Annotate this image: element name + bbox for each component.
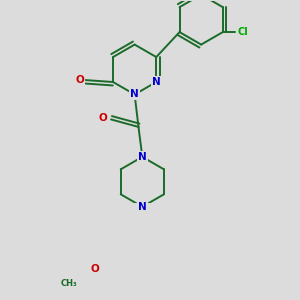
Text: N: N	[138, 202, 147, 212]
Text: CH₃: CH₃	[61, 279, 77, 288]
Text: N: N	[138, 152, 147, 162]
Text: O: O	[76, 75, 84, 85]
Text: O: O	[90, 264, 99, 274]
Text: N: N	[130, 89, 139, 100]
Text: Cl: Cl	[238, 27, 248, 37]
Text: O: O	[99, 112, 108, 122]
Text: N: N	[152, 77, 161, 87]
